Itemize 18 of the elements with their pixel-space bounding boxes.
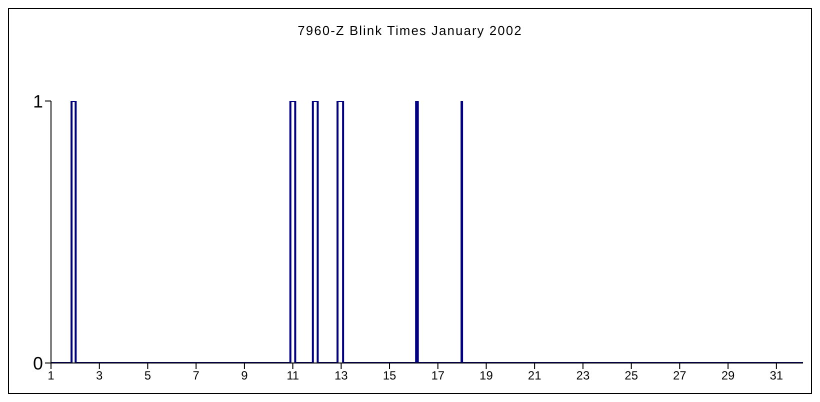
- x-tick-label: 19: [480, 368, 494, 383]
- x-tick-label: 11: [286, 368, 300, 383]
- x-tick-label: 9: [241, 368, 248, 383]
- x-tick-label: 17: [431, 368, 445, 383]
- x-tick-label: 3: [96, 368, 104, 383]
- x-tick-label: 31: [770, 368, 784, 383]
- x-tick-label: 27: [673, 368, 687, 383]
- x-tick-label: 29: [721, 368, 736, 383]
- x-tick-label: 23: [576, 368, 590, 383]
- x-tick-label: 5: [144, 368, 152, 383]
- x-tick-label: 21: [528, 368, 542, 383]
- x-tick-label: 15: [382, 368, 397, 383]
- x-tick-label: 1: [48, 368, 55, 383]
- y-tick-label: 0: [32, 353, 43, 374]
- x-tick-label: 7: [192, 368, 200, 383]
- chart-title: 7960-Z Blink Times January 2002: [296, 23, 524, 38]
- x-tick-label: 13: [334, 368, 348, 383]
- x-tick-label: 25: [624, 368, 638, 383]
